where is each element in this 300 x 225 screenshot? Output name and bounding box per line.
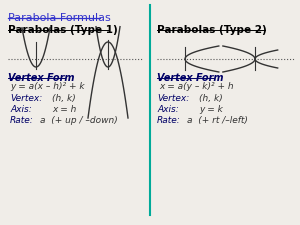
Text: x = a(y – k)² + h: x = a(y – k)² + h [159, 82, 234, 91]
Text: Vertex Form: Vertex Form [8, 73, 74, 83]
Text: (h, k): (h, k) [52, 94, 76, 103]
Text: a  (+ rt /–left): a (+ rt /–left) [187, 116, 248, 125]
Text: Parabolas (Type 2): Parabolas (Type 2) [157, 25, 267, 35]
Text: Parabolas (Type 1): Parabolas (Type 1) [8, 25, 118, 35]
Text: Vertex:: Vertex: [10, 94, 42, 103]
Text: (h, k): (h, k) [199, 94, 223, 103]
Text: Axis:: Axis: [10, 105, 32, 114]
Text: a  (+ up / –down): a (+ up / –down) [40, 116, 118, 125]
Text: Vertex:: Vertex: [157, 94, 189, 103]
Text: x = h: x = h [52, 105, 76, 114]
Text: Vertex Form: Vertex Form [157, 73, 224, 83]
Text: Parabola Formulas: Parabola Formulas [8, 13, 111, 23]
Text: y = k: y = k [199, 105, 223, 114]
Text: Rate:: Rate: [157, 116, 181, 125]
Text: Axis:: Axis: [157, 105, 179, 114]
Text: y = a(x – h)² + k: y = a(x – h)² + k [10, 82, 85, 91]
Text: Rate:: Rate: [10, 116, 34, 125]
